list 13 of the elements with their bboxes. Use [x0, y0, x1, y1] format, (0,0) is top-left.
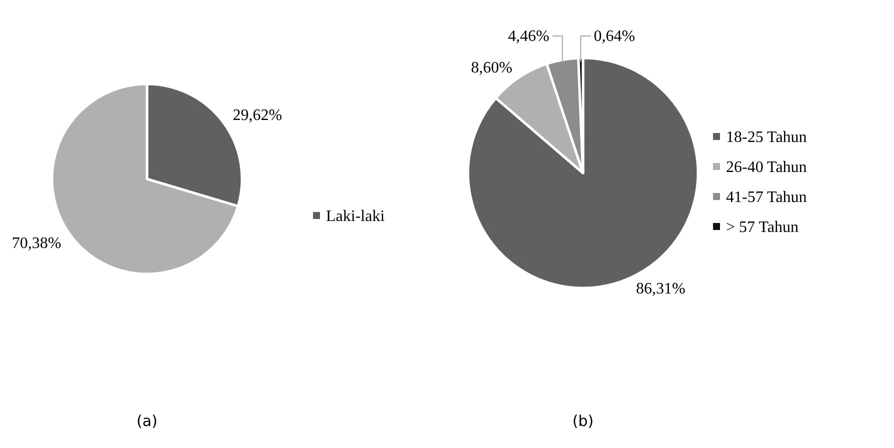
data-label: 0,64% — [594, 28, 636, 45]
text: (a) — [136, 412, 158, 430]
data-label: 86,31% — [636, 280, 686, 298]
data-label: 70,38% — [12, 234, 62, 252]
text: (b) — [572, 412, 594, 430]
legend-label: > 57 Tahun — [726, 219, 798, 236]
legend-label: 18-25 Tahun — [726, 129, 807, 146]
data-label: 8,60% — [470, 60, 512, 77]
legend-label: 41-57 Tahun — [726, 189, 807, 206]
legend-label: Laki-laki — [326, 208, 386, 225]
legend-label: 26-40 Tahun — [726, 159, 807, 176]
data-label: 29,62% — [232, 107, 282, 124]
data-label: 4,46% — [508, 28, 550, 45]
